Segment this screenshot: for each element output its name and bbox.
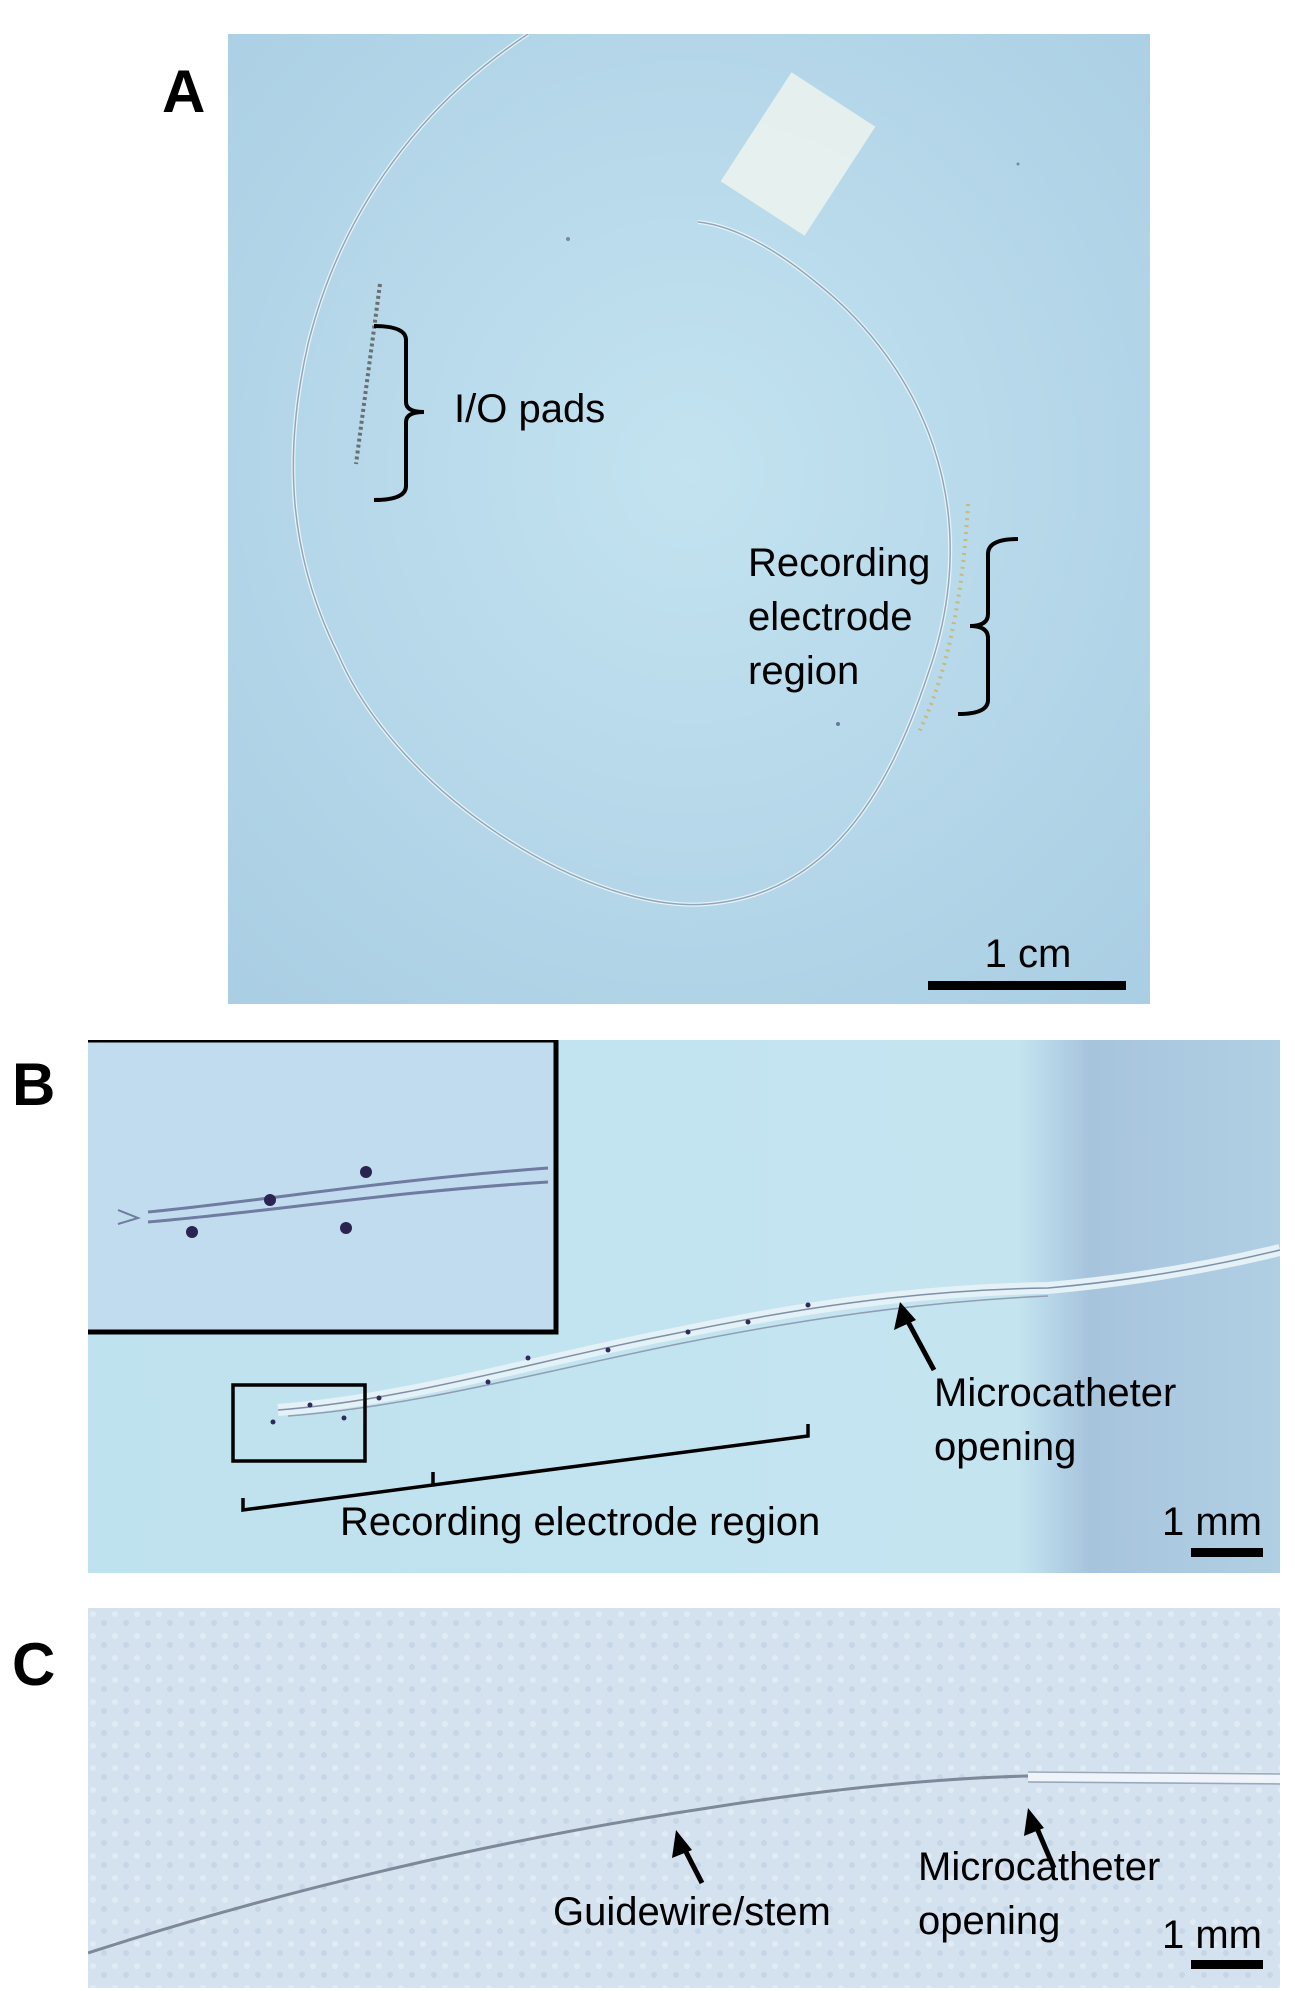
microcatheter-label-c-line-2: opening [918, 1899, 1061, 1943]
recording-region-bracket-b [241, 1424, 810, 1512]
scale-bar-label-a: 1 cm [984, 932, 1072, 976]
panel-letter-c: C [12, 1631, 56, 1698]
scale-bar-a [928, 981, 1126, 990]
panel-b-illustration [88, 1040, 1280, 1573]
microcatheter-arrow-c [1033, 1825, 1057, 1869]
recording-region-label-line-3: region [748, 649, 860, 693]
panel-c-illustration [88, 1608, 1280, 1988]
recording-region-label-b: Recording electrode region [340, 1500, 821, 1544]
inset-content [117, 1166, 549, 1238]
scale-bar-c [1191, 1960, 1263, 1969]
microcatheter [1027, 1771, 1280, 1783]
io-pads-bracket [373, 324, 425, 502]
guidewire [88, 1774, 1029, 1955]
recording-region-label-line-2: electrode [748, 595, 913, 639]
microcatheter-label-b: Microcatheter opening [934, 1366, 1176, 1474]
scale-bar-label-c: 1 mm [1162, 1913, 1262, 1957]
guidewire-label: Guidewire/stem [553, 1890, 831, 1934]
panel-a-photo: I/O pads Recording electrode region 1 cm [228, 34, 1150, 1004]
microcatheter-label-c: Microcatheter opening [918, 1840, 1160, 1948]
recording-region-label: Recording electrode region [748, 536, 930, 698]
electrode-dots [270, 1302, 811, 1425]
recording-region-label-line-1: Recording [748, 541, 931, 585]
recording-electrodes-segment [916, 503, 970, 735]
panel-a-illustration [228, 34, 1150, 1004]
panel-c-photo: Guidewire/stem Microcatheter opening 1 m… [88, 1608, 1280, 1988]
panel-letter-a: A [162, 58, 206, 125]
zoom-box [231, 1383, 367, 1463]
microcatheter-label-c-line-1: Microcatheter [918, 1845, 1161, 1889]
scale-bar-label-b: 1 mm [1162, 1500, 1262, 1544]
panel-letter-b: B [12, 1051, 56, 1118]
tape [720, 72, 876, 236]
scale-bar-b [1191, 1548, 1263, 1557]
guidewire-arrow [681, 1846, 705, 1885]
recording-region-bracket [957, 537, 1019, 716]
microcatheter-label-b-line-2: opening [934, 1425, 1077, 1469]
io-pads-label: I/O pads [454, 387, 606, 431]
microcatheter-arrow-b [903, 1316, 937, 1372]
io-pads-segment [354, 283, 382, 465]
microcatheter-label-b-line-1: Microcatheter [934, 1371, 1177, 1415]
panel-b-photo: Recording electrode region Microcatheter… [88, 1040, 1280, 1573]
